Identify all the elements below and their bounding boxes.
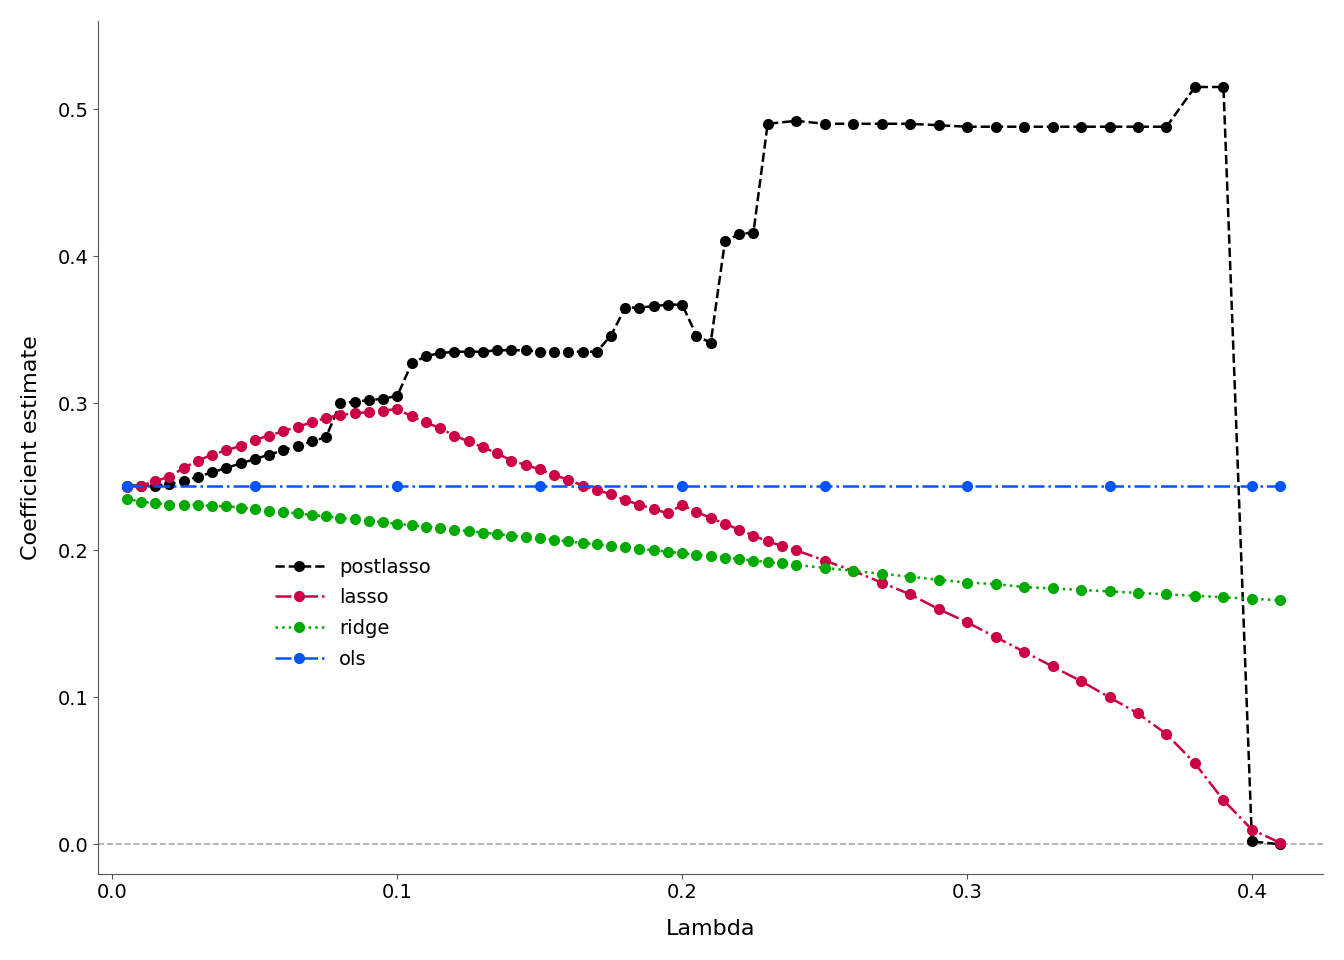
Legend: postlasso, lasso, ridge, ols: postlasso, lasso, ridge, ols (267, 550, 438, 677)
Y-axis label: Coefficient estimate: Coefficient estimate (22, 335, 40, 560)
X-axis label: Lambda: Lambda (665, 919, 755, 939)
